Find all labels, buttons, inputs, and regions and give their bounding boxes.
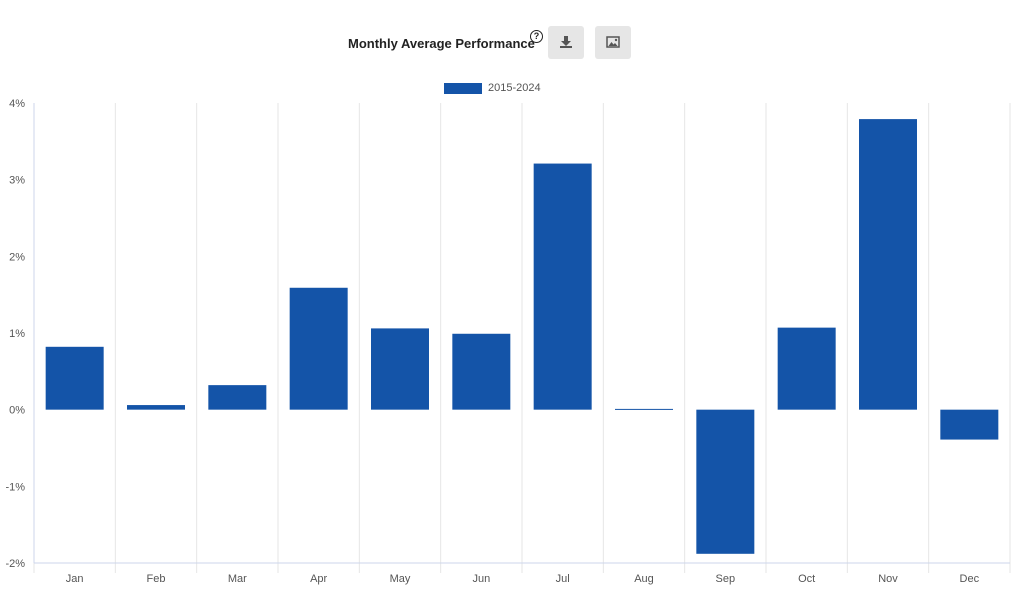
y-tick-label: -1% bbox=[5, 481, 25, 493]
export-image-button[interactable] bbox=[595, 26, 631, 59]
x-tick-label: May bbox=[390, 573, 411, 585]
y-tick-label: 0% bbox=[9, 405, 25, 417]
x-tick-label: Jul bbox=[556, 573, 570, 585]
chart-title: Monthly Average Performance bbox=[348, 36, 535, 51]
bar-may[interactable] bbox=[371, 328, 429, 410]
bar-jan[interactable] bbox=[45, 346, 104, 410]
x-tick-label: Oct bbox=[798, 573, 815, 585]
chart-legend[interactable]: 2015-2024 bbox=[444, 81, 541, 95]
x-tick-label: Sep bbox=[716, 573, 736, 585]
x-tick-label: Mar bbox=[228, 573, 247, 585]
download-icon bbox=[560, 36, 572, 48]
legend-swatch bbox=[444, 82, 482, 94]
bar-sep[interactable] bbox=[696, 409, 755, 554]
x-tick-label: Feb bbox=[147, 573, 166, 585]
bar-feb[interactable] bbox=[127, 405, 185, 410]
bar-mar[interactable] bbox=[208, 385, 267, 410]
bar-apr[interactable] bbox=[289, 287, 348, 410]
x-tick-label: Apr bbox=[310, 573, 327, 585]
download-button[interactable] bbox=[548, 26, 584, 59]
question-circle-icon[interactable]: ? bbox=[530, 30, 543, 43]
bar-dec[interactable] bbox=[940, 409, 999, 440]
bar-jul[interactable] bbox=[533, 163, 592, 410]
x-tick-label: Jan bbox=[66, 573, 84, 585]
x-tick-label: Dec bbox=[960, 573, 980, 585]
bar-aug[interactable] bbox=[615, 408, 673, 410]
x-tick-label: Jun bbox=[472, 573, 490, 585]
legend-label: 2015-2024 bbox=[488, 82, 541, 94]
x-tick-label: Nov bbox=[878, 573, 898, 585]
y-tick-label: 2% bbox=[9, 251, 25, 263]
chart-header: Monthly Average Performance ? bbox=[0, 24, 1024, 62]
image-icon bbox=[606, 36, 620, 48]
x-tick-label: Aug bbox=[634, 573, 654, 585]
y-tick-label: -2% bbox=[5, 558, 25, 570]
bar-oct[interactable] bbox=[777, 327, 836, 410]
y-tick-label: 1% bbox=[9, 328, 25, 340]
bar-nov[interactable] bbox=[859, 119, 917, 410]
y-tick-label: 3% bbox=[9, 175, 25, 187]
y-tick-label: 4% bbox=[9, 98, 25, 110]
bar-jun[interactable] bbox=[452, 333, 511, 410]
